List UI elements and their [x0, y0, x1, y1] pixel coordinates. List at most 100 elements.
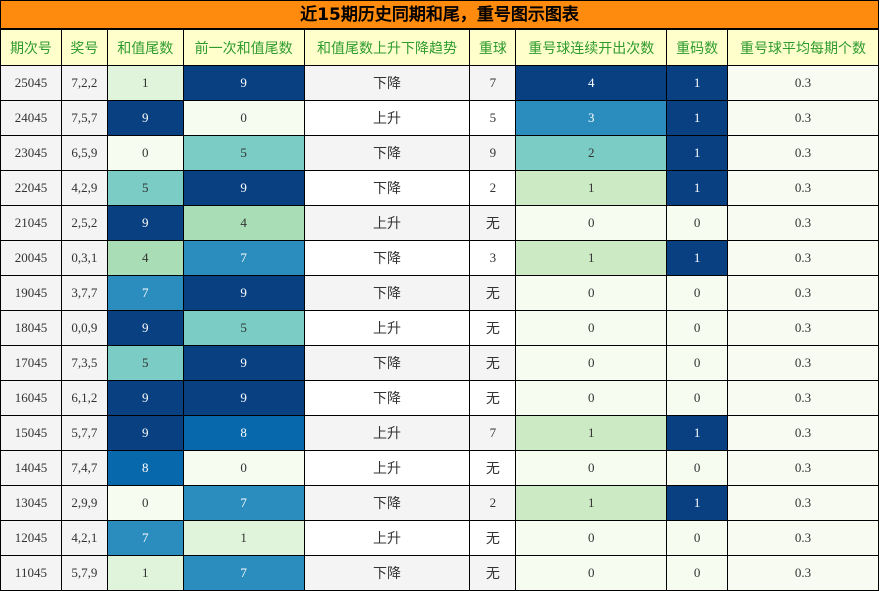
cell-prev-sum-tail: 5 — [182, 310, 305, 346]
cell-consecutive: 1 — [515, 485, 668, 521]
table-row: 11045 5,7,9 1 7 下降无 0 0 0.3 — [0, 555, 879, 591]
cell-consecutive: 2 — [515, 135, 668, 171]
cell-numbers: 7,3,5 — [60, 345, 108, 381]
cell-consecutive: 0 — [515, 275, 668, 311]
cell-numbers: 5,7,7 — [60, 415, 108, 451]
cell-prev-sum-tail: 9 — [182, 65, 305, 101]
cell-trend: 下降 — [303, 240, 471, 276]
cell-repeat-ball: 3 — [469, 240, 517, 276]
cell-trend: 下降 — [303, 275, 471, 311]
cell-numbers: 4,2,9 — [60, 170, 108, 206]
cell-repeat-ball: 无 — [469, 275, 517, 311]
cell-trend: 上升 — [303, 310, 471, 346]
cell-repeat-count: 1 — [666, 485, 729, 521]
col-header-consecutive: 重号球连续开出次数 — [515, 29, 668, 66]
cell-repeat-ball: 7 — [469, 415, 517, 451]
table-row: 15045 5,7,7 9 8 上升 7 1 1 0.3 — [0, 415, 879, 451]
cell-numbers: 0,0,9 — [60, 310, 108, 346]
cell-consecutive: 1 — [515, 240, 668, 276]
cell-avg: 0.3 — [727, 450, 879, 486]
cell-repeat-count: 0 — [666, 310, 729, 346]
cell-repeat-ball: 9 — [469, 135, 517, 171]
col-header-repeat-ball: 重球 — [469, 29, 517, 66]
cell-avg: 0.3 — [727, 555, 879, 591]
table-row: 21045 2,5,2 9 4 上升无 0 0 0.3 — [0, 205, 879, 241]
cell-repeat-count: 0 — [666, 555, 729, 591]
cell-sum-tail: 9 — [106, 205, 184, 241]
cell-sum-tail: 4 — [106, 240, 184, 276]
cell-numbers: 7,2,2 — [60, 65, 108, 101]
cell-trend: 上升 — [303, 205, 471, 241]
cell-period: 14045 — [0, 450, 62, 486]
cell-avg: 0.3 — [727, 345, 879, 381]
col-header-numbers: 奖号 — [60, 29, 108, 66]
col-header-sum-tail: 和值尾数 — [106, 29, 184, 66]
cell-repeat-ball: 无 — [469, 450, 517, 486]
table-row: 23045 6,5,9 0 5 下降 9 2 1 0.3 — [0, 135, 879, 171]
cell-consecutive: 0 — [515, 345, 668, 381]
cell-repeat-ball: 无 — [469, 345, 517, 381]
cell-repeat-count: 1 — [666, 240, 729, 276]
cell-period: 23045 — [0, 135, 62, 171]
cell-period: 22045 — [0, 170, 62, 206]
cell-consecutive: 1 — [515, 170, 668, 206]
table-row: 19045 3,7,7 7 9 下降无 0 0 0.3 — [0, 275, 879, 311]
cell-avg: 0.3 — [727, 240, 879, 276]
cell-numbers: 7,4,7 — [60, 450, 108, 486]
cell-prev-sum-tail: 7 — [182, 240, 305, 276]
cell-consecutive: 0 — [515, 520, 668, 556]
cell-numbers: 6,5,9 — [60, 135, 108, 171]
table-row: 20045 0,3,1 4 7 下降 3 1 1 0.3 — [0, 240, 879, 276]
cell-repeat-count: 0 — [666, 520, 729, 556]
cell-avg: 0.3 — [727, 415, 879, 451]
cell-prev-sum-tail: 9 — [182, 380, 305, 416]
cell-prev-sum-tail: 0 — [182, 100, 305, 136]
header-row: 期次号 奖号 和值尾数 前一次和值尾数 和值尾数上升下降趋势 重球 重号球连续开… — [0, 29, 879, 66]
cell-prev-sum-tail: 5 — [182, 135, 305, 171]
cell-period: 20045 — [0, 240, 62, 276]
cell-numbers: 5,7,9 — [60, 555, 108, 591]
table-row: 12045 4,2,1 7 1 上升无 0 0 0.3 — [0, 520, 879, 556]
cell-sum-tail: 9 — [106, 380, 184, 416]
cell-sum-tail: 1 — [106, 555, 184, 591]
cell-sum-tail: 9 — [106, 310, 184, 346]
cell-avg: 0.3 — [727, 520, 879, 556]
cell-numbers: 2,9,9 — [60, 485, 108, 521]
table-row: 25045 7,2,2 1 9 下降 7 4 1 0.3 — [0, 65, 879, 101]
cell-sum-tail: 9 — [106, 415, 184, 451]
cell-trend: 下降 — [303, 170, 471, 206]
col-header-avg: 重号球平均每期个数 — [727, 29, 879, 66]
cell-repeat-count: 0 — [666, 275, 729, 311]
cell-prev-sum-tail: 4 — [182, 205, 305, 241]
cell-sum-tail: 0 — [106, 485, 184, 521]
cell-sum-tail: 8 — [106, 450, 184, 486]
table-row: 18045 0,0,9 9 5 上升无 0 0 0.3 — [0, 310, 879, 346]
table-row: 16045 6,1,2 9 9 下降无 0 0 0.3 — [0, 380, 879, 416]
table-row: 17045 7,3,5 5 9 下降无 0 0 0.3 — [0, 345, 879, 381]
cell-period: 19045 — [0, 275, 62, 311]
cell-avg: 0.3 — [727, 65, 879, 101]
table-row: 24045 7,5,7 9 0 上升 5 3 1 0.3 — [0, 100, 879, 136]
cell-trend: 上升 — [303, 520, 471, 556]
cell-avg: 0.3 — [727, 310, 879, 346]
cell-period: 25045 — [0, 65, 62, 101]
cell-repeat-ball: 无 — [469, 520, 517, 556]
cell-numbers: 6,1,2 — [60, 380, 108, 416]
cell-period: 12045 — [0, 520, 62, 556]
cell-trend: 下降 — [303, 65, 471, 101]
cell-repeat-count: 1 — [666, 135, 729, 171]
cell-prev-sum-tail: 1 — [182, 520, 305, 556]
cell-avg: 0.3 — [727, 135, 879, 171]
cell-trend: 上升 — [303, 415, 471, 451]
cell-numbers: 2,5,2 — [60, 205, 108, 241]
cell-trend: 下降 — [303, 485, 471, 521]
cell-sum-tail: 5 — [106, 345, 184, 381]
cell-repeat-count: 1 — [666, 170, 729, 206]
cell-avg: 0.3 — [727, 275, 879, 311]
cell-numbers: 3,7,7 — [60, 275, 108, 311]
cell-sum-tail: 9 — [106, 100, 184, 136]
cell-consecutive: 0 — [515, 205, 668, 241]
cell-repeat-count: 0 — [666, 450, 729, 486]
col-header-prev-sum-tail: 前一次和值尾数 — [182, 29, 305, 66]
